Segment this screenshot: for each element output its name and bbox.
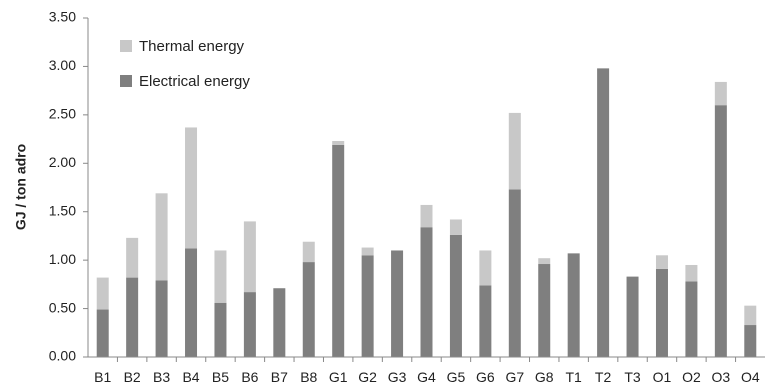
bar-electrical — [567, 253, 580, 357]
y-tick-label: 3.00 — [49, 57, 76, 73]
bar-thermal — [744, 305, 757, 326]
bar-thermal — [126, 237, 139, 278]
bar-electrical — [361, 255, 374, 357]
bar-thermal — [96, 277, 109, 310]
x-tick-label: B7 — [271, 369, 288, 385]
y-axis-ticks: 0.00 0.50 1.00 1.50 2.00 2.50 3.00 3.50 — [49, 9, 88, 364]
x-axis-ticks: B1 B2 B3 B4 B5 B6 B7 B8 G1 G2 G3 G4 G5 G6 G7 G8 T1 T2 T3 O1… — [94, 357, 760, 385]
bar-electrical — [185, 248, 198, 357]
bar-electrical — [155, 280, 168, 357]
bar-electrical — [214, 302, 227, 357]
bars — [96, 68, 757, 358]
x-tick-label: O2 — [682, 369, 701, 385]
bar-electrical — [655, 268, 668, 357]
x-tick-label: G2 — [358, 369, 377, 385]
bar-electrical — [626, 276, 639, 357]
bar-thermal — [479, 250, 492, 286]
y-tick-label: 3.50 — [49, 9, 76, 25]
bar-electrical — [126, 277, 139, 357]
x-tick-label: B8 — [300, 369, 317, 385]
x-tick-label: T2 — [595, 369, 612, 385]
y-tick-label: 2.50 — [49, 106, 76, 122]
y-tick-label: 0.50 — [49, 299, 76, 315]
x-tick-label: T3 — [624, 369, 641, 385]
bar-thermal — [685, 264, 698, 282]
x-tick-label: G4 — [417, 369, 436, 385]
legend-swatch-thermal — [120, 40, 132, 52]
bar-thermal — [302, 241, 315, 263]
bar-thermal — [243, 221, 256, 293]
legend-swatch-electrical — [120, 75, 132, 87]
bar-electrical — [96, 309, 109, 357]
x-tick-label: O1 — [653, 369, 672, 385]
bar-thermal — [508, 112, 521, 190]
x-tick-label: G5 — [447, 369, 466, 385]
x-tick-label: B6 — [241, 369, 258, 385]
bar-electrical — [597, 68, 610, 357]
y-tick-label: 2.00 — [49, 154, 76, 170]
x-tick-label: G1 — [329, 369, 348, 385]
x-tick-label: B1 — [94, 369, 111, 385]
bar-electrical — [685, 281, 698, 357]
legend-label-thermal: Thermal energy — [139, 38, 245, 55]
x-tick-label: O4 — [741, 369, 760, 385]
bar-electrical — [243, 292, 256, 357]
x-tick-label: G7 — [505, 369, 524, 385]
y-axis-title: GJ / ton adro — [13, 144, 29, 230]
bar-electrical — [273, 288, 286, 357]
bar-thermal — [449, 219, 462, 235]
bar-electrical — [508, 189, 521, 357]
x-tick-label: G3 — [388, 369, 407, 385]
bar-thermal — [538, 258, 551, 265]
bar-electrical — [391, 250, 404, 357]
bar-electrical — [302, 262, 315, 357]
bar-thermal — [714, 81, 727, 106]
y-tick-label: 0.00 — [49, 348, 76, 364]
bar-thermal — [155, 193, 168, 281]
x-tick-label: O3 — [712, 369, 731, 385]
y-tick-label: 1.00 — [49, 251, 76, 267]
x-tick-label: G6 — [476, 369, 495, 385]
x-tick-label: T1 — [566, 369, 583, 385]
bar-electrical — [449, 234, 462, 357]
bar-electrical — [479, 285, 492, 357]
x-tick-label: B4 — [182, 369, 199, 385]
bar-electrical — [332, 144, 345, 357]
bar-electrical — [538, 264, 551, 357]
x-tick-label: B2 — [124, 369, 141, 385]
legend: Thermal energy Electrical energy — [120, 38, 250, 90]
bar-electrical — [744, 325, 757, 357]
bar-thermal — [332, 141, 345, 145]
bar-thermal — [655, 255, 668, 269]
bar-electrical — [714, 105, 727, 358]
legend-label-electrical: Electrical energy — [139, 73, 250, 90]
bar-thermal — [420, 204, 433, 228]
bar-thermal — [214, 250, 227, 303]
x-tick-label: B3 — [153, 369, 170, 385]
bar-thermal — [185, 127, 198, 249]
bar-thermal — [361, 247, 374, 256]
bar-electrical — [420, 227, 433, 357]
y-tick-label: 1.50 — [49, 202, 76, 218]
x-tick-label: B5 — [212, 369, 229, 385]
x-tick-label: G8 — [535, 369, 554, 385]
